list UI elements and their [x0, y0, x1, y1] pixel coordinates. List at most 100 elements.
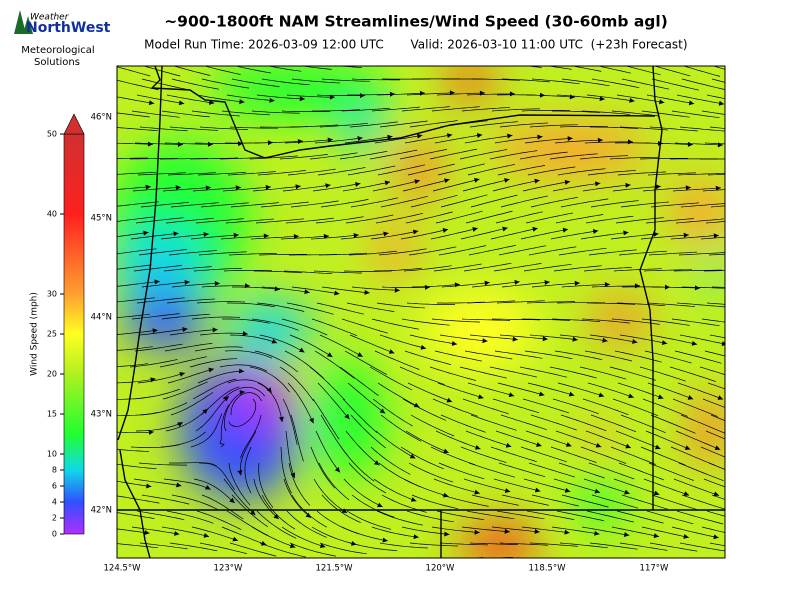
streamline — [460, 227, 508, 240]
stream-arrow — [567, 136, 573, 142]
streamline — [525, 559, 573, 560]
streamline — [189, 358, 238, 368]
streamline — [171, 78, 219, 90]
streamline — [259, 542, 306, 558]
streamline — [193, 478, 235, 504]
stream-arrow — [538, 391, 545, 397]
streamline — [731, 447, 776, 464]
stream-arrow — [232, 536, 238, 542]
stream-arrow — [444, 178, 450, 184]
streamline — [129, 359, 178, 368]
stream-arrow — [205, 185, 211, 191]
streamline — [345, 430, 380, 466]
streamline — [491, 318, 541, 321]
streamline — [279, 154, 328, 160]
streamline — [557, 168, 606, 176]
streamline — [377, 164, 425, 176]
streamline — [117, 96, 155, 104]
streamline — [340, 446, 375, 482]
streamline — [222, 386, 266, 400]
map-frame — [116, 65, 726, 559]
colorbar-tick-label: 25 — [47, 330, 57, 339]
stream-arrow — [154, 279, 160, 285]
streamline — [191, 316, 240, 320]
streamline — [222, 318, 270, 324]
streamline — [228, 398, 257, 427]
streamline — [310, 446, 336, 489]
streamline — [492, 179, 540, 192]
streamline — [610, 446, 656, 465]
stream-arrow — [508, 392, 515, 398]
colorbar-tick-label: 40 — [47, 210, 57, 219]
streamline — [558, 462, 605, 479]
stream-arrow — [713, 491, 720, 497]
stream-arrow — [474, 489, 480, 495]
stream-arrow — [444, 531, 450, 537]
stream-arrow — [715, 185, 721, 191]
streamline — [671, 110, 720, 119]
stream-arrow — [203, 532, 210, 538]
streamline — [472, 78, 521, 81]
stream-arrow — [684, 445, 691, 450]
streamline — [494, 136, 543, 144]
streamline — [499, 542, 548, 546]
streamline — [370, 446, 411, 475]
streamline — [673, 478, 720, 496]
streamline — [524, 137, 573, 144]
streamline — [707, 382, 725, 390]
streamline — [706, 510, 725, 517]
streamline — [162, 187, 211, 192]
stream-arrow — [184, 279, 190, 285]
stream-arrow — [233, 232, 239, 238]
streamline — [409, 334, 458, 345]
streamline — [375, 212, 424, 224]
streamline — [493, 263, 542, 272]
streamline — [701, 526, 725, 533]
stream-arrow — [532, 226, 538, 232]
streamline — [344, 136, 393, 144]
streamline — [434, 134, 483, 144]
streamline — [591, 78, 640, 89]
streamline — [526, 301, 576, 304]
streamline — [643, 478, 690, 496]
streamline — [286, 510, 327, 538]
stream-arrow — [594, 530, 600, 536]
streamline — [220, 235, 269, 240]
streamline — [619, 542, 668, 551]
streamline — [559, 126, 609, 128]
streamline — [410, 414, 455, 437]
streamline — [131, 313, 180, 320]
streamline — [582, 398, 629, 416]
stream-arrow — [379, 408, 386, 414]
streamline — [171, 282, 220, 288]
streamline — [223, 391, 245, 432]
streamline — [255, 559, 302, 567]
streamline — [501, 78, 550, 83]
streamline — [466, 93, 515, 96]
streamline — [406, 92, 455, 96]
streamline — [708, 253, 725, 256]
stream-arrow — [229, 497, 235, 503]
streamline — [430, 446, 476, 466]
streamline — [376, 510, 423, 526]
lon-label: 120°W — [426, 564, 455, 574]
streamline — [117, 142, 154, 145]
streamline — [135, 559, 183, 563]
streamline — [526, 510, 575, 520]
streamline — [494, 350, 543, 359]
streamline — [131, 526, 180, 535]
streamline — [313, 478, 348, 514]
streamline — [164, 343, 213, 352]
streamline — [585, 559, 633, 562]
streamline — [431, 106, 480, 112]
stream-arrow — [178, 100, 185, 106]
streamline — [528, 462, 576, 478]
streamline — [168, 250, 217, 256]
streamline — [190, 234, 239, 240]
stream-arrow — [394, 287, 400, 293]
streamline — [159, 356, 207, 368]
streamline — [613, 268, 662, 272]
streamline — [251, 526, 296, 548]
streamline — [461, 526, 510, 533]
streamline — [553, 478, 601, 493]
